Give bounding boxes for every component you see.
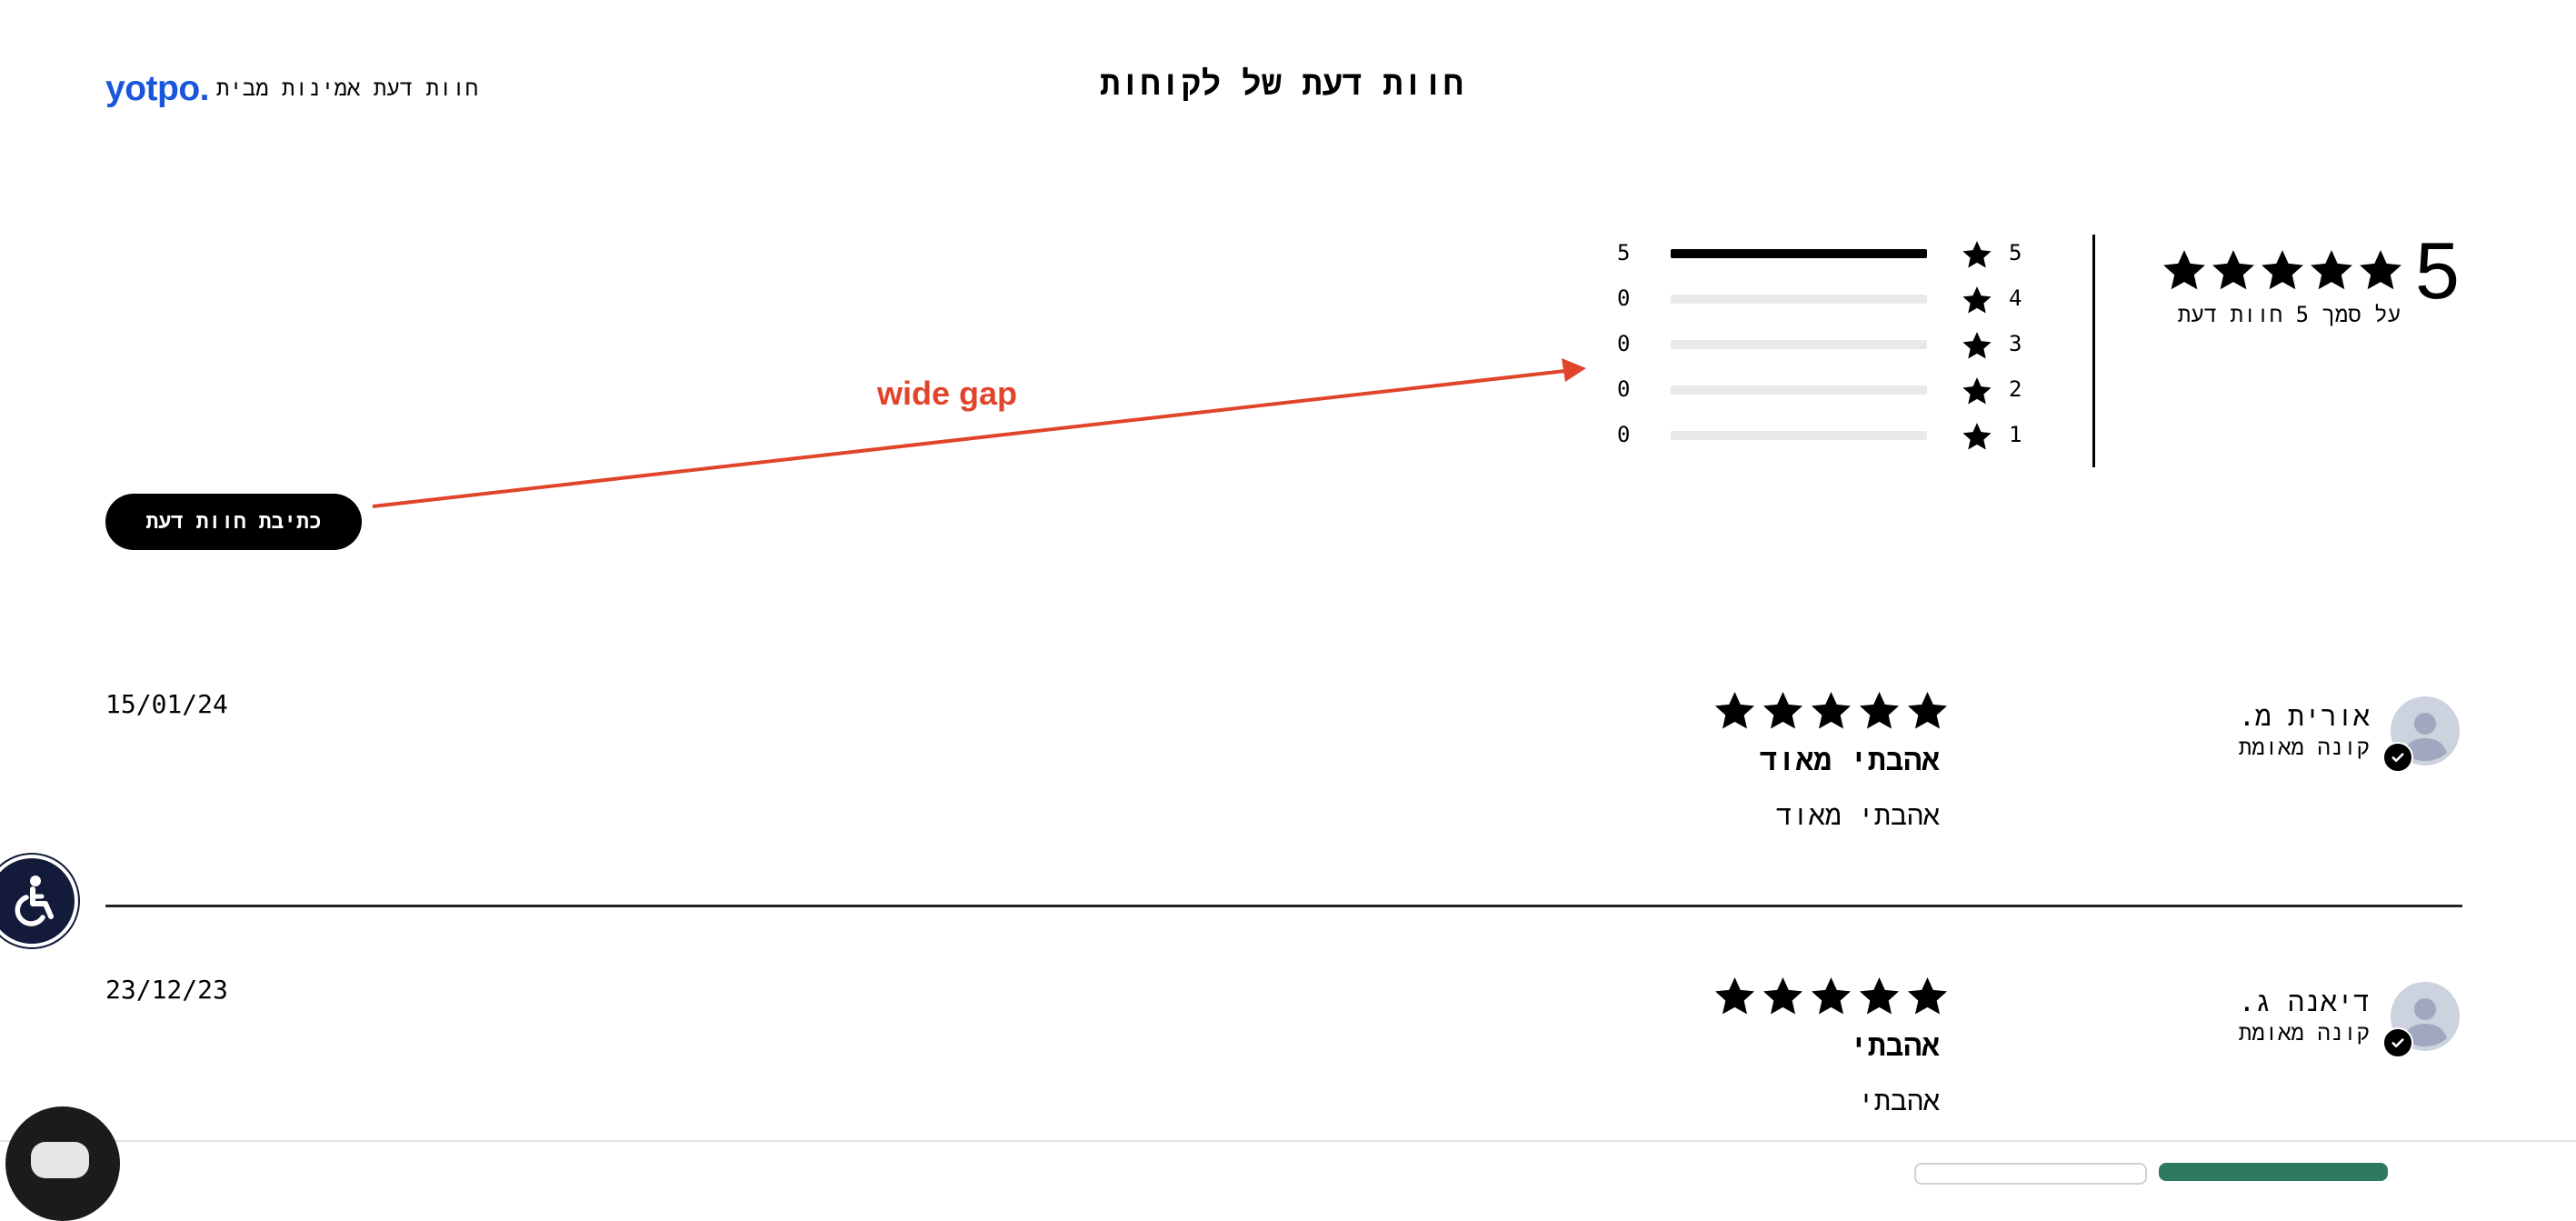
distribution-row-5[interactable]: 5 5 <box>1609 236 2027 273</box>
yotpo-logo: yotpo. <box>105 69 209 108</box>
star-icon <box>2360 250 2401 290</box>
star-icon <box>2261 250 2303 290</box>
user-avatar-icon <box>2403 998 2447 1046</box>
star-icon <box>2163 250 2205 290</box>
star-icon <box>1962 286 1992 314</box>
distribution-star-level: 2 <box>2009 376 2022 402</box>
star-icon <box>1962 241 1992 268</box>
star-icon <box>1859 976 1900 1015</box>
distribution-bar <box>1671 295 1927 304</box>
user-avatar-icon <box>2403 713 2447 761</box>
reviewer-avatar <box>2391 696 2460 766</box>
star-icon <box>1907 691 1948 729</box>
star-icon <box>1762 976 1803 1015</box>
review-stars <box>1713 689 1949 732</box>
review-separator <box>105 905 2462 907</box>
review-body: אהבתי <box>1857 1086 1940 1117</box>
distribution-count: 0 <box>1617 422 1631 447</box>
distribution-star-level: 4 <box>2009 285 2022 311</box>
based-on-count: על סמך 5 חוות דעת <box>2177 302 2401 327</box>
distribution-count: 0 <box>1617 376 1631 402</box>
write-review-button[interactable]: כתיבת חוות דעת <box>105 494 362 550</box>
distribution-row-4[interactable]: 0 4 <box>1609 282 2027 318</box>
review-stars <box>1713 975 1949 1017</box>
distribution-count: 0 <box>1617 285 1631 311</box>
review-date: 23/12/23 <box>105 975 228 1005</box>
average-rating-value: 5 <box>2415 225 2460 315</box>
distribution-row-1[interactable]: 0 1 <box>1609 418 2027 455</box>
annotation-arrow <box>372 358 1586 508</box>
star-icon <box>2212 250 2254 290</box>
star-icon <box>1811 976 1852 1015</box>
chat-icon <box>31 1142 89 1178</box>
banner-secondary-button[interactable] <box>1914 1163 2147 1185</box>
distribution-star-level: 3 <box>2009 331 2022 356</box>
review-body: אהבתי מאוד <box>1775 800 1940 832</box>
review-title: אהבתי <box>1849 1027 1940 1063</box>
distribution-row-3[interactable]: 0 3 <box>1609 327 2027 364</box>
distribution-count: 5 <box>1617 240 1631 265</box>
annotation-label: wide gap <box>877 375 1018 412</box>
bottom-banner <box>0 1140 2576 1171</box>
banner-primary-button[interactable] <box>2159 1163 2388 1181</box>
distribution-star-level: 1 <box>2009 422 2022 447</box>
star-icon <box>1762 691 1803 729</box>
reviewer-name: דיאנה ג. <box>2238 986 2370 1018</box>
star-icon <box>1714 976 1755 1015</box>
verified-buyer-label: קונה מאומת <box>2238 735 2370 760</box>
star-icon <box>1962 332 1992 359</box>
distribution-bar <box>1671 431 1927 440</box>
average-stars <box>2162 247 2403 293</box>
star-icon <box>1811 691 1852 729</box>
page-title: חוות דעת של לקוחות <box>1100 64 1463 103</box>
reviewer-avatar <box>2391 982 2460 1051</box>
star-icon <box>1907 976 1948 1015</box>
distribution-bar-fill <box>1671 249 1927 258</box>
star-icon <box>2311 250 2352 290</box>
distribution-bar <box>1671 340 1927 349</box>
brand-label: חוות דעת אמינות מבית <box>215 75 479 101</box>
review-date: 15/01/24 <box>105 689 228 719</box>
distribution-row-2[interactable]: 0 2 <box>1609 373 2027 409</box>
star-icon <box>1962 423 1992 450</box>
star-icon <box>1859 691 1900 729</box>
accessibility-button[interactable] <box>0 855 78 947</box>
distribution-star-level: 5 <box>2009 240 2022 265</box>
yotpo-brand[interactable]: yotpo. חוות דעת אמינות מבית <box>105 69 479 108</box>
distribution-bar <box>1671 249 1927 258</box>
star-icon <box>1714 691 1755 729</box>
reviewer-name: אורית מ. <box>2238 701 2370 733</box>
verified-buyer-label: קונה מאומת <box>2238 1020 2370 1046</box>
check-badge-icon <box>2382 1027 2413 1058</box>
check-badge-icon <box>2382 742 2413 773</box>
distribution-bar <box>1671 385 1927 395</box>
summary-divider <box>2092 235 2095 467</box>
wheelchair-icon <box>15 876 54 926</box>
review-title: אהבתי מאוד <box>1759 742 1940 777</box>
star-icon <box>1962 377 1992 405</box>
distribution-count: 0 <box>1617 331 1631 356</box>
